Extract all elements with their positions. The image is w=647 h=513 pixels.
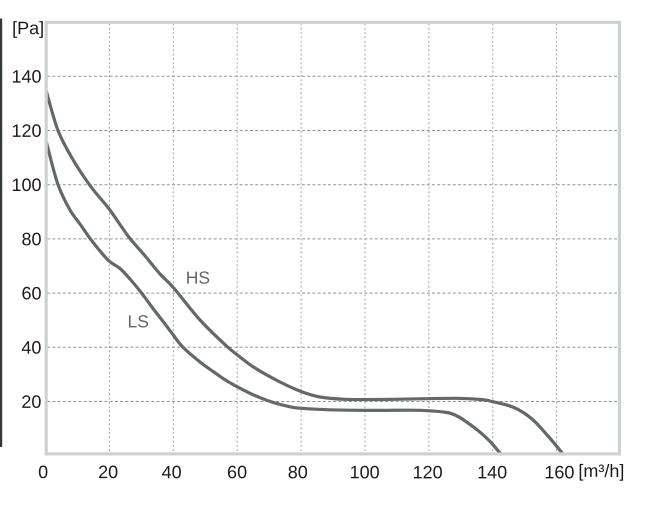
svg-text:[Pa]: [Pa] <box>12 18 44 38</box>
svg-text:HS: HS <box>186 268 210 288</box>
svg-text:20: 20 <box>21 392 41 412</box>
svg-text:60: 60 <box>21 283 41 303</box>
svg-text:140: 140 <box>12 67 42 87</box>
svg-text:LS: LS <box>127 311 148 331</box>
svg-text:20: 20 <box>98 462 118 482</box>
svg-text:0: 0 <box>38 462 48 482</box>
svg-text:120: 120 <box>413 462 443 482</box>
svg-text:80: 80 <box>288 462 308 482</box>
svg-text:[m³/h]: [m³/h] <box>578 461 624 481</box>
svg-text:140: 140 <box>477 462 507 482</box>
svg-text:60: 60 <box>227 462 247 482</box>
svg-text:40: 40 <box>21 338 41 358</box>
svg-text:80: 80 <box>21 229 41 249</box>
svg-text:160: 160 <box>544 462 574 482</box>
svg-text:120: 120 <box>12 121 42 141</box>
svg-text:100: 100 <box>11 175 41 195</box>
svg-text:100: 100 <box>350 462 380 482</box>
svg-text:40: 40 <box>162 462 182 482</box>
